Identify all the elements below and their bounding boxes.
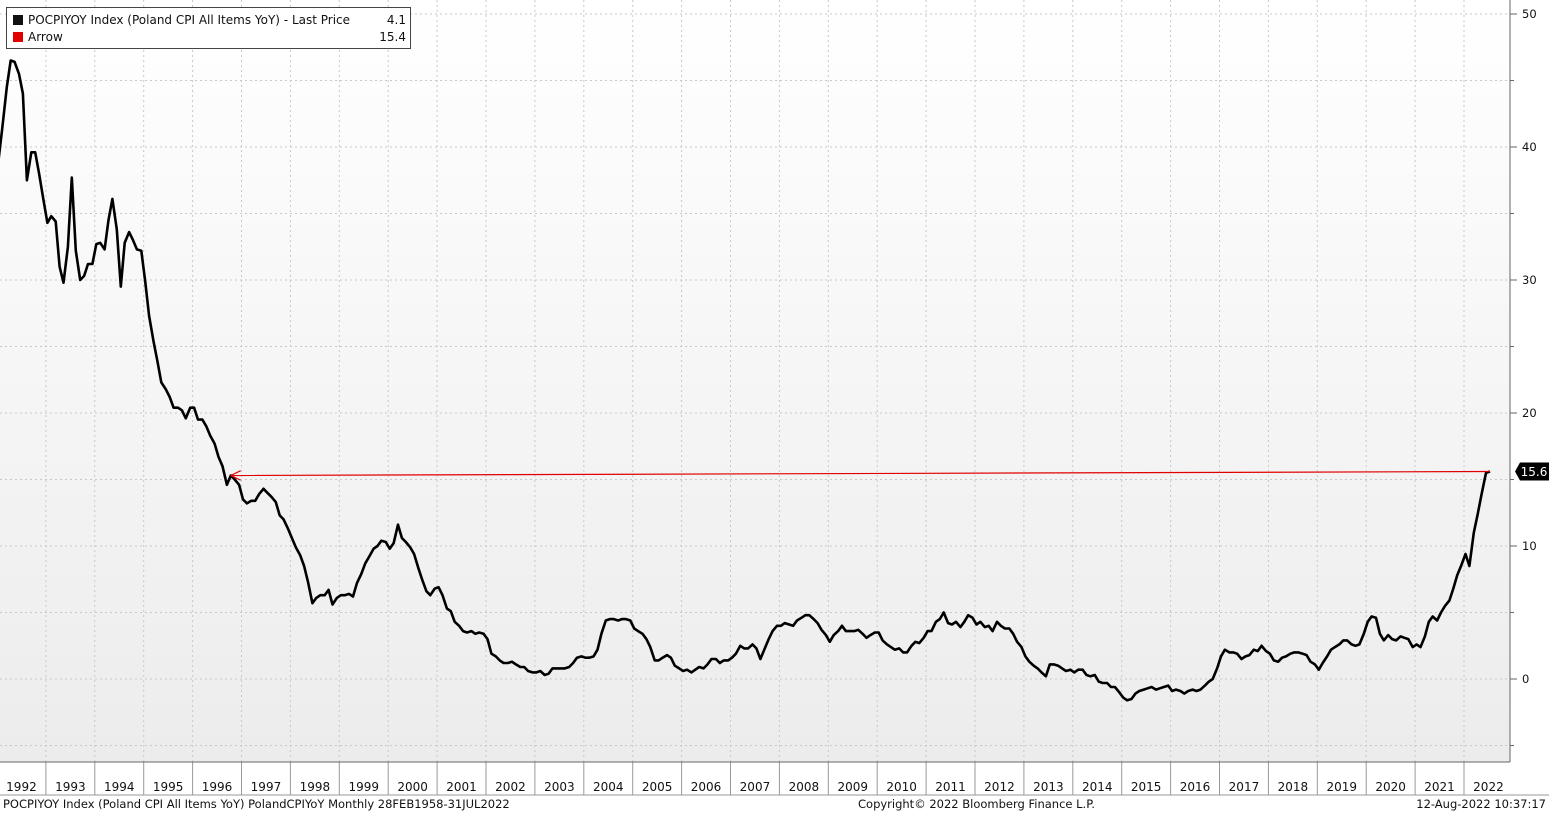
legend-series-value: 4.1 <box>386 13 406 27</box>
legend-swatch-series <box>13 15 23 25</box>
x-tick-label: 2003 <box>544 780 575 794</box>
x-tick-label: 2016 <box>1180 780 1211 794</box>
x-tick-label: 2020 <box>1375 780 1406 794</box>
x-tick-label: 2005 <box>642 780 673 794</box>
plot-background <box>0 0 1510 762</box>
x-tick-label: 1993 <box>55 780 86 794</box>
x-tick-label: 2002 <box>495 780 526 794</box>
x-tick-label: 2021 <box>1424 780 1455 794</box>
series-line <box>0 59 1491 702</box>
footer-ticker-info: POCPIYOY Index (Poland CPI All Items YoY… <box>3 797 510 811</box>
legend-series-label: POCPIYOY Index (Poland CPI All Items YoY… <box>28 13 351 27</box>
y-tick-label: 10 <box>1522 539 1537 553</box>
legend-swatch-arrow <box>13 32 23 42</box>
x-tick-label: 2018 <box>1278 780 1309 794</box>
x-tick-label: 2006 <box>691 780 722 794</box>
x-tick-label: 2001 <box>446 780 477 794</box>
y-tick-label: 50 <box>1522 7 1537 21</box>
x-tick-label: 2011 <box>935 780 966 794</box>
arrow-head <box>230 470 241 481</box>
legend-row-arrow: Arrow 15.4 <box>13 29 406 45</box>
legend-arrow-value: 15.4 <box>379 30 406 44</box>
last-value-label: 15.6 <box>1521 465 1548 479</box>
x-tick-label: 2000 <box>397 780 428 794</box>
x-tick-label: 2012 <box>984 780 1015 794</box>
footer-timestamp: 12-Aug-2022 10:37:17 <box>1416 797 1546 811</box>
x-tick-label: 2009 <box>837 780 868 794</box>
x-tick-label: 2015 <box>1131 780 1162 794</box>
legend-arrow-label: Arrow <box>28 30 63 44</box>
x-tick-label: 2022 <box>1473 780 1504 794</box>
legend-row-series: POCPIYOY Index (Poland CPI All Items YoY… <box>13 12 406 28</box>
x-tick-label: 2017 <box>1229 780 1260 794</box>
x-tick-label: 2014 <box>1082 780 1113 794</box>
x-tick-label: 1998 <box>300 780 331 794</box>
y-tick-label: 30 <box>1522 273 1537 287</box>
last-value-box <box>1515 462 1549 481</box>
legend: POCPIYOY Index (Poland CPI All Items YoY… <box>6 7 411 49</box>
x-tick-label: 1997 <box>251 780 282 794</box>
x-tick-label: 2008 <box>789 780 820 794</box>
x-tick-label: 2007 <box>740 780 771 794</box>
arrow-annotation <box>230 470 1490 477</box>
x-tick-label: 1996 <box>202 780 233 794</box>
footer-copyright: Copyright© 2022 Bloomberg Finance L.P. <box>858 797 1095 811</box>
y-tick-label: 0 <box>1522 672 1529 686</box>
x-tick-label: 2004 <box>593 780 624 794</box>
x-tick-label: 1999 <box>348 780 379 794</box>
y-tick-label: 40 <box>1522 140 1537 154</box>
x-tick-label: 1994 <box>104 780 135 794</box>
x-tick-label: 1992 <box>6 780 37 794</box>
x-tick-label: 1995 <box>153 780 184 794</box>
x-tick-label: 2010 <box>886 780 917 794</box>
y-tick-label: 20 <box>1522 406 1537 420</box>
x-tick-label: 2019 <box>1326 780 1357 794</box>
x-tick-label: 2013 <box>1033 780 1064 794</box>
